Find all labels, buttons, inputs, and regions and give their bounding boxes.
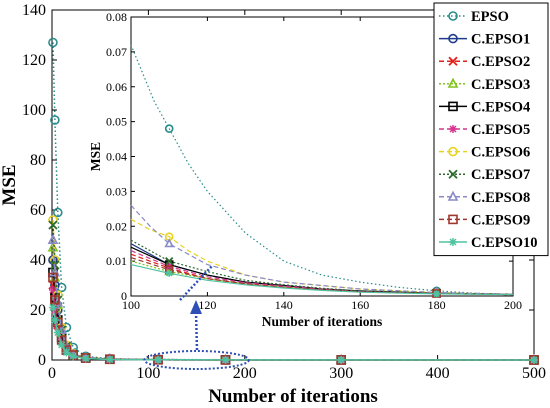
- inset-y-tick-label: 0.07: [106, 45, 127, 59]
- series-line-inset: [130, 260, 514, 296]
- main-x-tick-label: 200: [233, 365, 257, 382]
- main-y-tick-label: 100: [22, 102, 46, 119]
- data-point-main: [52, 207, 63, 218]
- data-point-inset: [165, 269, 173, 277]
- legend-entry-label: C.EPSO2: [471, 54, 530, 70]
- zoom-ellipse: [143, 350, 250, 370]
- data-point-main: [69, 352, 78, 361]
- inset-x-axis-label: Number of iterations: [262, 314, 383, 329]
- inset-y-tick-label: 0.08: [106, 10, 127, 24]
- main-y-tick-label: 60: [30, 202, 46, 219]
- legend-entry-label: C.EPSO8: [471, 190, 530, 206]
- legend-entry-label: EPSO: [471, 9, 509, 25]
- series-line-inset: [130, 204, 514, 295]
- zoom-arrow-head: [190, 300, 202, 314]
- main-y-axis-label: MSE: [0, 164, 20, 205]
- data-point-inset: [165, 256, 174, 266]
- data-point-main: [57, 341, 66, 349]
- series-line-inset: [130, 264, 514, 296]
- main-x-tick-label: 0: [48, 365, 56, 382]
- legend-entry-label: C.EPSO1: [471, 32, 530, 48]
- data-point-main: [50, 316, 59, 324]
- inset-y-tick-label: 0.06: [106, 80, 127, 94]
- data-point-inset: [164, 238, 175, 248]
- inset-x-tick-label: 160: [351, 298, 369, 312]
- data-point-main: [48, 303, 57, 312]
- main-x-tick-label: 500: [522, 365, 546, 382]
- data-point-main: [81, 354, 90, 363]
- inset-x-tick-label: 120: [198, 298, 216, 312]
- legend-marker: [448, 101, 458, 112]
- data-point-main: [49, 266, 61, 277]
- legend-marker: [448, 11, 458, 21]
- legend: EPSO C.EPSO1 C.EPSO2 C.EPSO3 C.EPSO4 C.EPSO5 C…: [433, 2, 549, 257]
- main-y-tick-label: 140: [22, 2, 46, 19]
- inset-y-tick-label: 0.01: [106, 254, 127, 268]
- legend-marker: [448, 56, 458, 66]
- data-point-main: [105, 355, 114, 364]
- main-x-tick-label: 400: [426, 365, 450, 382]
- inset-y-tick-label: 0.02: [106, 219, 127, 233]
- data-point-main: [48, 272, 58, 283]
- data-point-main: [50, 115, 60, 125]
- legend-marker: [448, 214, 458, 225]
- inset-x-tick-label: 100: [122, 298, 140, 312]
- legend-marker: [447, 77, 459, 88]
- legend-entry-label: C.EPSO4: [471, 99, 530, 115]
- inset-y-tick-label: 0.05: [106, 115, 127, 129]
- legend-marker: [448, 33, 458, 44]
- legend-entry-label: C.EPSO3: [471, 77, 530, 93]
- main-y-tick-label: 80: [30, 152, 46, 169]
- data-point-main: [337, 355, 346, 364]
- legend-entry-label: C.EPSO5: [471, 122, 530, 138]
- legend-marker: [449, 238, 457, 246]
- legend-entry-label: C.EPSO7: [471, 167, 530, 183]
- data-point-main: [154, 355, 163, 364]
- data-point-main: [48, 37, 58, 48]
- data-point-main: [53, 328, 62, 337]
- inset-x-tick-label: 140: [275, 298, 293, 312]
- data-point-inset: [164, 124, 174, 133]
- main-y-tick-label: 0: [38, 352, 46, 369]
- zoom-callout: [143, 265, 250, 370]
- data-point-inset: [433, 290, 441, 298]
- legend-entry-label: C.EPSO6: [471, 145, 530, 161]
- legend-marker: [448, 146, 458, 157]
- legend-marker: [447, 190, 459, 201]
- legend-entry-label: C.EPSO9: [471, 212, 530, 228]
- legend-marker: [449, 125, 457, 133]
- data-point-main: [530, 355, 538, 364]
- main-y-tick-label: 120: [22, 52, 46, 69]
- inset-y-tick-label: 0.04: [106, 150, 127, 164]
- data-point-main: [50, 295, 60, 305]
- legend-entry-label: C.EPSO10: [471, 235, 537, 251]
- data-point-main: [47, 233, 59, 244]
- data-point-main: [48, 286, 57, 294]
- zoom-arrow-shaft: [194, 311, 199, 351]
- inset-x-tick-label: 200: [504, 298, 522, 312]
- data-point-main: [221, 355, 230, 364]
- main-x-axis-label: Number of iterations: [208, 386, 378, 407]
- main-y-tick-label: 40: [30, 252, 46, 269]
- data-point-main: [48, 220, 58, 230]
- inset-y-axis-label: MSE: [88, 142, 103, 171]
- main-y-tick-label: 20: [30, 302, 46, 319]
- inset-x-tick-label: 180: [428, 298, 446, 312]
- data-point-main: [62, 348, 71, 357]
- inset-y-tick-label: 0.03: [106, 184, 127, 198]
- data-point-main: [52, 317, 63, 328]
- inset-y-tick-label: 0: [121, 289, 127, 303]
- main-x-tick-label: 100: [136, 365, 160, 382]
- main-x-tick-label: 300: [329, 365, 353, 382]
- legend-marker: [448, 169, 458, 179]
